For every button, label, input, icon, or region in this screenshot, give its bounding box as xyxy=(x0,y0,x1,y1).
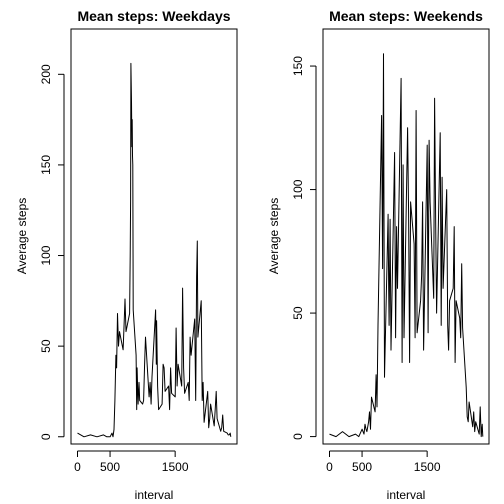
weekdays-x-tick-label: 1500 xyxy=(162,460,189,474)
weekends-x-axis: 0 500 1500 xyxy=(326,450,441,474)
weekends-x-tick-label: 500 xyxy=(352,460,372,474)
weekends-y-tick-label: 150 xyxy=(291,56,305,76)
weekdays-y-axis-label: Average steps xyxy=(15,198,29,275)
weekdays-panel: Mean steps: Weekdays 0 500 1500 0 50 100 150 2… xyxy=(15,8,238,502)
weekdays-y-tick-label: 0 xyxy=(39,433,53,440)
weekdays-title: Mean steps: Weekdays xyxy=(77,8,230,24)
weekends-panel: Mean steps: Weekends 0 500 1500 050100150 … xyxy=(267,8,490,502)
weekdays-y-tick-label: 200 xyxy=(39,64,53,84)
weekends-y-axis-label: Average steps xyxy=(267,198,281,275)
weekdays-x-tick-label: 500 xyxy=(100,460,120,474)
weekends-x-tick-label: 0 xyxy=(326,460,333,474)
weekdays-y-axis: 0 50 100 150 200 xyxy=(39,64,65,440)
weekdays-series-line xyxy=(77,62,232,438)
weekends-y-tick-label: 50 xyxy=(291,306,305,320)
weekdays-x-axis: 0 500 1500 xyxy=(74,450,189,474)
weekdays-x-tick-label: 0 xyxy=(74,460,81,474)
weekends-y-tick-label: 0 xyxy=(291,433,305,440)
weekdays-x-axis-label: interval xyxy=(135,488,174,502)
weekends-y-tick-label: 100 xyxy=(291,179,305,199)
weekends-y-axis: 0 50 100 150 xyxy=(291,56,317,440)
weekends-series-line xyxy=(329,53,484,438)
weekends-x-tick-label: 1500 xyxy=(414,460,441,474)
weekends-title: Mean steps: Weekends xyxy=(329,8,483,24)
weekends-x-axis-label: interval xyxy=(387,488,426,502)
weekends-plot-frame xyxy=(322,28,490,445)
weekdays-plot-frame xyxy=(70,28,238,445)
weekdays-y-tick-label: 100 xyxy=(39,245,53,265)
weekdays-y-tick-label: 50 xyxy=(39,339,53,353)
weekdays-y-tick-label: 150 xyxy=(39,155,53,175)
